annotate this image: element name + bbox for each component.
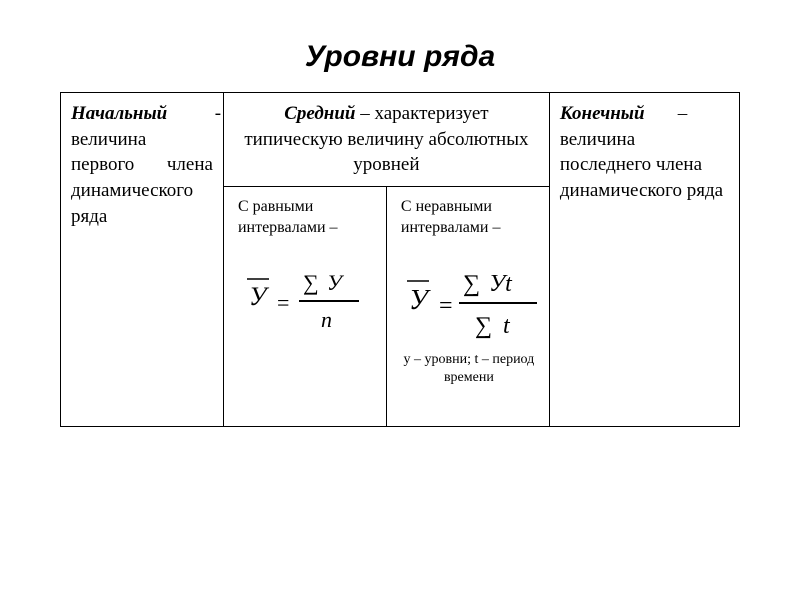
svg-text:У: У — [409, 285, 431, 316]
svg-text:Уt: Уt — [489, 271, 513, 297]
label-equal: С равными интервалами – — [238, 197, 374, 239]
svg-text:=: = — [277, 290, 289, 315]
slide-title: Уровни ряда — [60, 40, 740, 74]
svg-text:n: n — [321, 307, 332, 332]
cell-unequal-intervals: С неравными интервалами – У = ∑ Уt ∑ t у — [386, 186, 549, 426]
svg-text:=: = — [439, 293, 453, 319]
svg-text:∑: ∑ — [463, 271, 480, 297]
cell-equal-intervals: С равными интервалами – У = ∑ У n — [223, 186, 386, 426]
term-final: Конечный — [560, 103, 645, 124]
formula-unequal: У = ∑ Уt ∑ t — [401, 257, 551, 345]
cell-middle: Средний – характеризует типическую велич… — [223, 93, 549, 187]
text-final: величина последнего члена динамического … — [560, 129, 723, 201]
formula-equal-wrap: У = ∑ У n — [238, 257, 374, 337]
table-header-row: Начальный - величина первого члена динам… — [61, 93, 740, 187]
label-unequal: С неравными интервалами – — [401, 197, 537, 239]
dash-initial: - — [215, 103, 221, 124]
svg-text:t: t — [503, 313, 511, 339]
svg-text:∑: ∑ — [303, 270, 319, 295]
svg-text:У: У — [249, 282, 270, 311]
formula-equal: У = ∑ У n — [241, 257, 371, 337]
text-initial: величина первого члена динамического ряд… — [71, 129, 213, 227]
note-unequal: у – уровни; t – период времени — [401, 351, 537, 387]
levels-table: Начальный - величина первого члена динам… — [60, 92, 740, 427]
svg-text:∑: ∑ — [475, 313, 492, 339]
svg-text:У: У — [327, 270, 345, 295]
dash-final: – — [678, 103, 688, 124]
term-middle: Средний — [284, 103, 355, 124]
formula-unequal-wrap: У = ∑ Уt ∑ t — [401, 257, 537, 345]
cell-final: Конечный – величина последнего члена дин… — [549, 93, 739, 427]
slide-page: Уровни ряда Начальный - величина первого… — [0, 0, 800, 600]
term-initial: Начальный — [71, 103, 167, 124]
cell-initial: Начальный - величина первого члена динам… — [61, 93, 224, 427]
